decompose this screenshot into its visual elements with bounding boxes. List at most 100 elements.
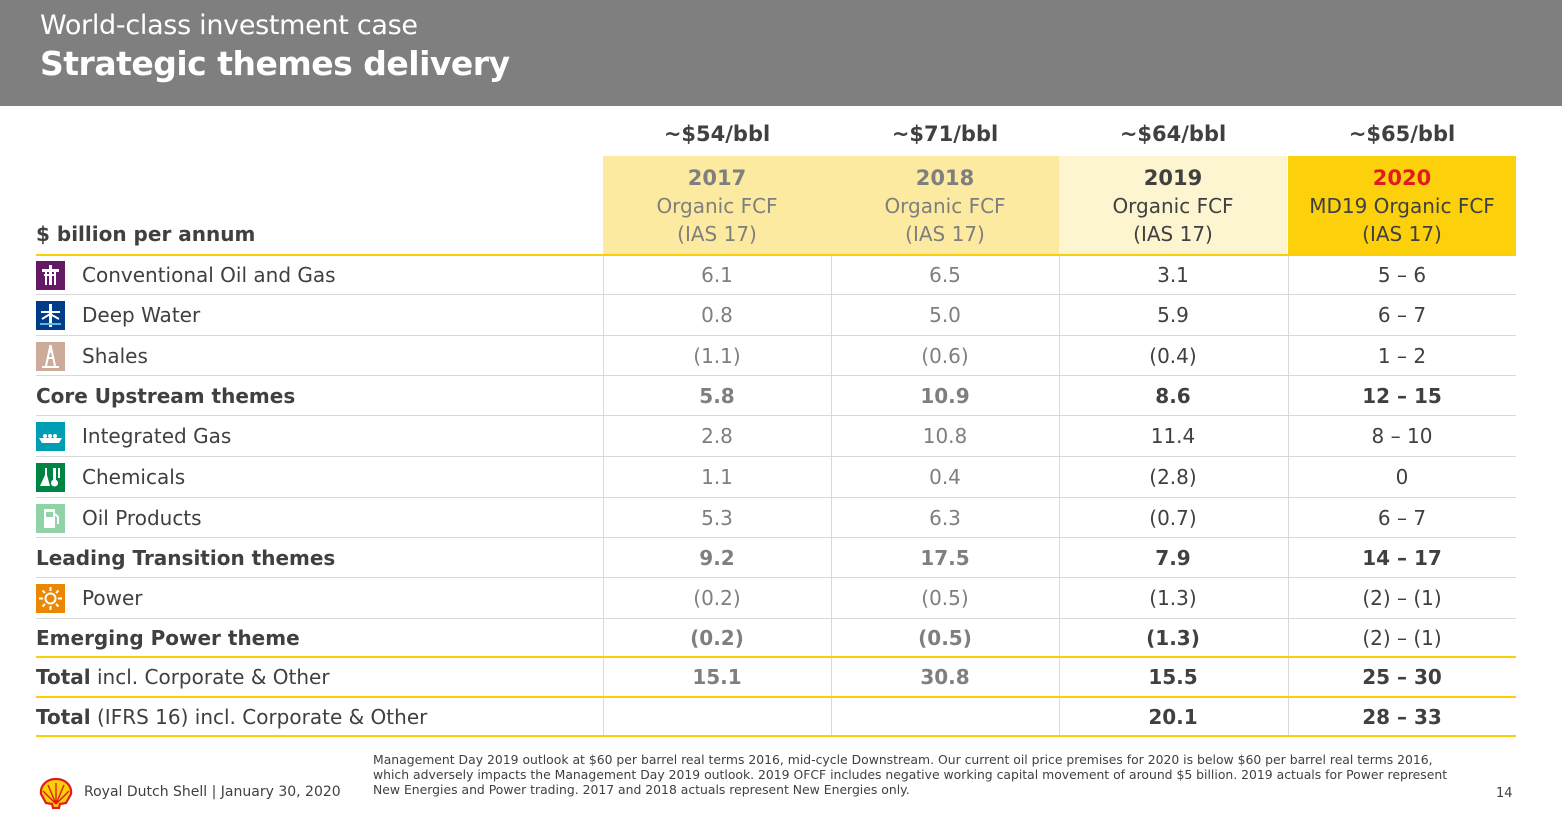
footnote: Management Day 2019 outlook at $60 per b…: [373, 752, 1453, 797]
row-label: Emerging Power theme: [36, 626, 300, 650]
footnote-line: New Energies and Power trading. 2017 and…: [373, 782, 910, 797]
table-row-total: Total incl. Corporate & Other 15.1 30.8 …: [36, 657, 1516, 697]
table-row-core-upstream: Core Upstream themes 5.8 10.9 8.6 12 – 1…: [36, 376, 1516, 416]
column-metric: Organic FCF: [1112, 194, 1234, 218]
value-2018: 5.0: [929, 303, 961, 327]
oil-price-2019: ~$64/bbl: [1119, 122, 1227, 146]
column-year: 2018: [915, 166, 975, 190]
value-2020: 5 – 6: [1377, 263, 1427, 287]
column-year: 2019: [1143, 166, 1203, 190]
value-2017: [603, 697, 831, 737]
slide-supertitle: World-class investment case: [40, 10, 418, 41]
column-standard: (IAS 17): [677, 222, 757, 246]
column-header-2020: 2020 MD19 Organic FCF (IAS 17): [1288, 156, 1516, 254]
row-divider: [36, 415, 1516, 416]
table-row-deep-water: Deep Water 0.8 5.0 5.9 6 – 7: [36, 295, 1516, 335]
row-label: Oil Products: [82, 506, 202, 530]
lng-ship-icon: [36, 422, 65, 451]
row-label: Integrated Gas: [82, 424, 232, 448]
row-divider: [36, 294, 1516, 295]
value-2018: 0.4: [929, 465, 961, 489]
table-row-emerging-power: Emerging Power theme (0.2) (0.5) (1.3) (…: [36, 618, 1516, 658]
row-label: Conventional Oil and Gas: [82, 263, 336, 287]
row-divider: [36, 456, 1516, 457]
deep-water-platform-icon: [36, 301, 65, 330]
row-label: Deep Water: [82, 303, 201, 327]
value-2020: 25 – 30: [1362, 665, 1442, 689]
row-label-rest: incl. Corporate & Other: [90, 665, 330, 689]
shale-derrick-icon: [36, 342, 65, 371]
column-metric: Organic FCF: [884, 194, 1006, 218]
column-divider: [603, 256, 604, 736]
oil-rig-icon: [36, 261, 65, 290]
oil-price-2018: ~$71/bbl: [891, 122, 999, 146]
value-2017: 6.1: [701, 263, 733, 287]
row-divider: [36, 375, 1516, 376]
value-2020: 6 – 7: [1377, 506, 1427, 530]
column-year: 2017: [687, 166, 747, 190]
value-2019: 3.1: [1157, 263, 1189, 287]
value-2019: 15.5: [1148, 665, 1198, 689]
footnote-line: which adversely impacts the Management D…: [373, 767, 1448, 782]
value-2018: 17.5: [920, 546, 970, 570]
value-2019: 5.9: [1157, 303, 1189, 327]
value-2020: 28 – 33: [1362, 705, 1442, 729]
value-2017: (1.1): [693, 344, 741, 368]
chemicals-flask-icon: [36, 463, 65, 492]
table-row-leading-transition: Leading Transition themes 9.2 17.5 7.9 1…: [36, 538, 1516, 578]
table-row-oil-products: Oil Products 5.3 6.3 (0.7) 6 – 7: [36, 498, 1516, 538]
column-metric: Organic FCF: [656, 194, 778, 218]
row-label: Core Upstream themes: [36, 384, 296, 408]
value-2019: (1.3): [1146, 626, 1200, 650]
value-2017: (0.2): [690, 626, 744, 650]
value-2018: (0.5): [921, 586, 969, 610]
row-label-rest: (IFRS 16) incl. Corporate & Other: [90, 705, 428, 729]
value-2018: (0.6): [921, 344, 969, 368]
value-2017: 5.3: [701, 506, 733, 530]
column-metric: MD19 Organic FCF: [1309, 194, 1495, 218]
value-2020: 6 – 7: [1377, 303, 1427, 327]
column-divider: [1059, 256, 1060, 736]
page-number: 14: [1496, 786, 1513, 801]
value-2017: 15.1: [692, 665, 742, 689]
table-row-conventional-oil-gas: Conventional Oil and Gas 6.1 6.5 3.1 5 –…: [36, 255, 1516, 295]
column-standard: (IAS 17): [905, 222, 985, 246]
value-2020: 0: [1395, 465, 1409, 489]
value-2017: (0.2): [693, 586, 741, 610]
value-2017: 5.8: [699, 384, 735, 408]
value-2019: (2.8): [1149, 465, 1197, 489]
value-2018: 6.3: [929, 506, 961, 530]
value-2019: 20.1: [1148, 705, 1198, 729]
footer-company-date: Royal Dutch Shell | January 30, 2020: [84, 784, 341, 800]
row-label: Total incl. Corporate & Other: [36, 657, 330, 697]
slide-title: Strategic themes delivery: [40, 44, 510, 83]
value-2020: (2) – (1): [1362, 586, 1442, 610]
title-banner: World-class investment case Strategic th…: [0, 0, 1562, 106]
column-standard: (IAS 17): [1362, 222, 1442, 246]
column-divider: [831, 256, 832, 736]
value-2018: [831, 697, 1059, 737]
table-row-power: Power (0.2) (0.5) (1.3) (2) – (1): [36, 578, 1516, 618]
value-2020: 14 – 17: [1362, 546, 1442, 570]
fuel-pump-icon: [36, 504, 65, 533]
table-header-rule: [36, 254, 1516, 256]
column-header-2019: 2019 Organic FCF (IAS 17): [1059, 156, 1287, 254]
value-2018: 30.8: [920, 665, 970, 689]
total-rule: [36, 656, 1516, 658]
value-2018: 10.9: [920, 384, 970, 408]
row-label: Power: [82, 586, 143, 610]
value-2019: 7.9: [1155, 546, 1191, 570]
oil-price-2017: ~$54/bbl: [663, 122, 771, 146]
table-bottom-rule: [36, 735, 1516, 737]
column-year: 2020: [1372, 166, 1432, 190]
row-label: Chemicals: [82, 465, 186, 489]
table-row-shales: Shales (1.1) (0.6) (0.4) 1 – 2: [36, 336, 1516, 376]
row-divider: [36, 618, 1516, 619]
row-label-bold: Total: [36, 705, 91, 729]
unit-label: $ billion per annum: [36, 222, 256, 246]
value-2018: 10.8: [922, 424, 968, 448]
row-divider: [36, 537, 1516, 538]
column-header-2018: 2018 Organic FCF (IAS 17): [831, 156, 1059, 254]
value-2019: (1.3): [1149, 586, 1197, 610]
column-standard: (IAS 17): [1133, 222, 1213, 246]
